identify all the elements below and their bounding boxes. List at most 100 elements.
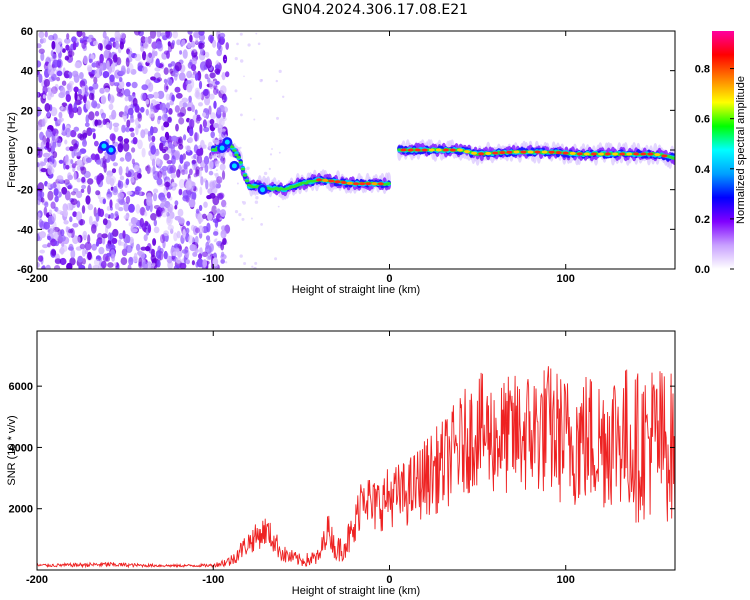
noise-speck bbox=[221, 170, 226, 180]
noise-speck bbox=[75, 211, 82, 222]
noise-speck bbox=[125, 126, 131, 133]
noise-speck bbox=[125, 57, 130, 67]
noise-speck bbox=[165, 31, 171, 39]
noise-speck bbox=[130, 177, 135, 183]
noise-speck bbox=[187, 235, 194, 244]
ridge-blob bbox=[224, 139, 230, 145]
noise-speck bbox=[89, 73, 94, 79]
noise-speck bbox=[106, 252, 112, 257]
ridge-blob bbox=[242, 174, 248, 177]
ridge-blob bbox=[101, 143, 107, 149]
noise-speck bbox=[37, 182, 45, 192]
noise-speck bbox=[166, 50, 170, 59]
noise-speck bbox=[200, 91, 205, 101]
noise-speck bbox=[240, 59, 244, 63]
noise-speck bbox=[79, 80, 86, 88]
noise-speck bbox=[76, 191, 83, 199]
ridge-peak bbox=[492, 151, 499, 155]
noise-speck bbox=[205, 179, 209, 190]
noise-speck bbox=[117, 192, 125, 200]
noise-speck bbox=[113, 185, 118, 193]
noise-speck bbox=[91, 224, 97, 234]
noise-speck bbox=[37, 43, 42, 49]
noise-speck bbox=[77, 133, 83, 139]
noise-speck bbox=[56, 175, 64, 182]
noise-speck bbox=[194, 248, 199, 253]
noise-speck bbox=[254, 200, 259, 204]
noise-speck bbox=[171, 155, 176, 165]
noise-speck bbox=[67, 228, 74, 234]
noise-speck bbox=[249, 97, 252, 100]
noise-speck bbox=[73, 86, 79, 93]
noise-speck bbox=[260, 223, 263, 226]
noise-speck bbox=[185, 259, 190, 265]
line-frame bbox=[36, 330, 676, 571]
noise-speck bbox=[234, 210, 239, 214]
noise-speck bbox=[87, 184, 91, 195]
noise-speck bbox=[123, 202, 130, 212]
noise-speck bbox=[76, 106, 82, 116]
noise-speck bbox=[113, 82, 120, 87]
noise-speck bbox=[54, 133, 59, 142]
noise-speck bbox=[198, 102, 203, 107]
x-tick-label: 100 bbox=[557, 574, 575, 586]
noise-speck bbox=[173, 232, 178, 242]
ridge-blob bbox=[238, 161, 243, 164]
ridge-peak bbox=[647, 152, 654, 156]
noise-speck bbox=[152, 238, 157, 246]
noise-speck bbox=[38, 31, 45, 39]
noise-speck bbox=[118, 232, 124, 240]
noise-speck bbox=[172, 70, 179, 78]
noise-speck bbox=[207, 188, 213, 194]
noise-speck bbox=[82, 258, 86, 265]
noise-speck bbox=[48, 209, 53, 216]
noise-speck bbox=[51, 40, 56, 50]
noise-speck bbox=[196, 114, 201, 119]
noise-speck bbox=[239, 32, 243, 36]
noise-speck bbox=[243, 262, 247, 265]
noise-speck bbox=[188, 198, 196, 208]
noise-speck bbox=[222, 99, 225, 102]
noise-speck bbox=[103, 50, 109, 59]
noise-speck bbox=[117, 180, 124, 189]
noise-speck bbox=[97, 42, 103, 51]
noise-speck bbox=[153, 226, 160, 234]
noise-speck bbox=[159, 142, 164, 152]
noise-speck bbox=[163, 121, 170, 128]
noise-speck bbox=[156, 177, 163, 186]
noise-speck bbox=[125, 178, 130, 186]
noise-speck bbox=[66, 33, 70, 40]
noise-speck bbox=[72, 235, 79, 245]
noise-speck bbox=[82, 230, 88, 240]
noise-speck bbox=[195, 92, 203, 100]
ridge-peak bbox=[407, 148, 414, 152]
noise-speck bbox=[163, 250, 168, 260]
ridge-peak bbox=[449, 148, 456, 152]
noise-speck bbox=[133, 252, 138, 261]
ridge-peak bbox=[513, 150, 520, 154]
noise-speck bbox=[61, 102, 68, 107]
ridge-peak bbox=[371, 182, 378, 186]
noise-speck bbox=[37, 146, 41, 156]
noise-speck bbox=[168, 108, 173, 115]
noise-speck bbox=[63, 210, 69, 217]
noise-speck bbox=[118, 199, 126, 206]
noise-speck bbox=[55, 44, 61, 54]
noise-speck bbox=[147, 82, 154, 93]
noise-speck bbox=[176, 39, 182, 46]
noise-speck bbox=[216, 107, 222, 115]
noise-speck bbox=[81, 205, 86, 214]
noise-speck bbox=[63, 220, 69, 225]
noise-speck bbox=[62, 203, 68, 213]
noise-speck bbox=[204, 73, 209, 80]
noise-speck bbox=[160, 234, 165, 244]
noise-speck bbox=[188, 95, 192, 103]
noise-speck bbox=[186, 220, 191, 226]
noise-speck bbox=[147, 36, 152, 44]
noise-speck bbox=[143, 128, 149, 135]
noise-speck bbox=[149, 31, 157, 39]
noise-speck bbox=[85, 100, 91, 110]
noise-speck bbox=[202, 112, 206, 117]
ridge-peak bbox=[340, 181, 347, 184]
noise-speck bbox=[129, 127, 135, 132]
